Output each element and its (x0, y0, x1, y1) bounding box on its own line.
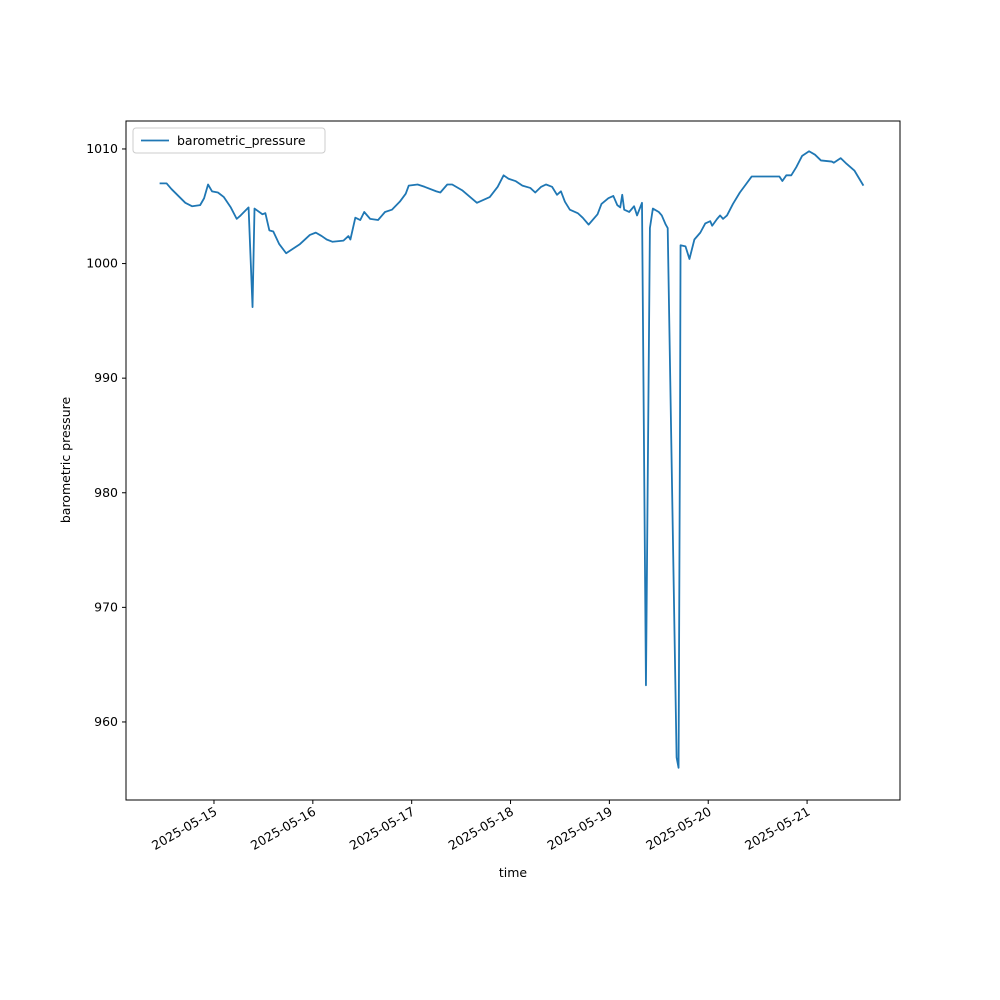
y-tick-label: 980 (94, 485, 118, 500)
y-tick-label: 990 (94, 370, 118, 385)
plot-frame (125, 120, 901, 801)
y-tick-label: 1000 (86, 256, 118, 271)
legend-label: barometric_pressure (177, 133, 306, 148)
line-series (159, 150, 865, 769)
x-tick-label: 2025-05-18 (446, 804, 516, 853)
y-tick-label: 970 (94, 599, 118, 614)
x-tick-label: 2025-05-16 (248, 804, 318, 853)
x-axis-label: time (499, 865, 528, 880)
x-tick-label: 2025-05-17 (347, 804, 417, 853)
x-tick-label: 2025-05-20 (643, 804, 713, 853)
x-tick-label: 2025-05-19 (544, 804, 614, 853)
x-tick-label: 2025-05-15 (149, 804, 219, 853)
x-tick-label: 2025-05-21 (742, 804, 812, 853)
y-tick-label: 1010 (86, 141, 118, 156)
y-axis-label: barometric pressure (58, 397, 73, 524)
legend-box (132, 127, 326, 154)
y-tick-label: 960 (94, 714, 118, 729)
